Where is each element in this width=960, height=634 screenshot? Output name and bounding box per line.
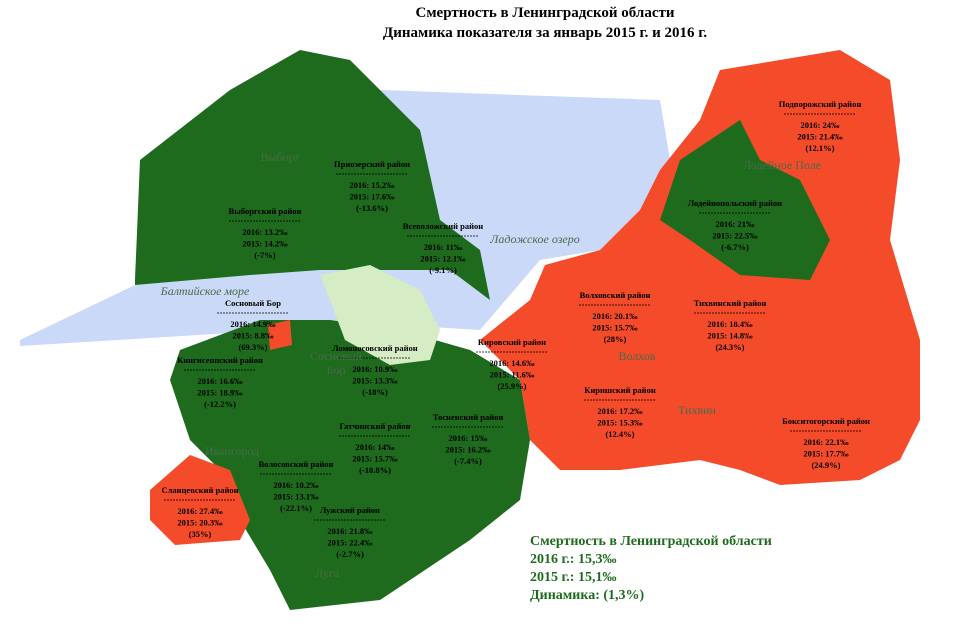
district-y2016: 2016: 15.2‰ [349, 180, 395, 190]
district-change: (24.3%) [715, 342, 744, 352]
district-name: Бокситогорский район [782, 416, 870, 426]
district-name: Тихвинский район [694, 298, 767, 308]
district-name: Лодейнопольский район [688, 198, 782, 208]
district-y2016: 2016: 24‰ [801, 120, 840, 130]
district-y2016: 2016: 14.9‰ [230, 319, 276, 329]
district-change: (-12.2%) [204, 399, 236, 409]
district-name: Подпорожский район [779, 99, 862, 109]
district-y2016: 2016: 14‰ [356, 442, 395, 452]
district-y2015: 2015: 15.7‰ [352, 453, 398, 463]
district-y2015: 2015: 14.2‰ [242, 238, 288, 248]
district-y2015: 2015: 13.3‰ [352, 375, 398, 385]
district-y2015: 2015: 17.7‰ [803, 448, 849, 458]
lodeynoye-district [660, 120, 830, 280]
district-y2015: 2015: 22.4‰ [327, 537, 373, 547]
district-name: Лужский район [320, 505, 380, 515]
district-name: Тосненский район [433, 412, 504, 422]
district-y2015: 2015: 12.1‰ [420, 253, 466, 263]
district-change: (25.9%) [497, 381, 526, 391]
south-region [170, 320, 530, 610]
title: Смертность в Ленинградской области [415, 5, 674, 21]
saint-petersburg [320, 265, 440, 365]
district-change: (-22.1%) [280, 503, 312, 513]
district-name: Всеволожский район [403, 221, 484, 231]
district-y2016: 2016: 18.4‰ [707, 319, 753, 329]
district-y2016: 2016: 13.2‰ [242, 227, 288, 237]
subtitle: Динамика показателя за январь 2015 г. и … [383, 25, 707, 41]
district-change: (28%) [604, 334, 627, 344]
district-y2016: 2016: 10.9‰ [352, 364, 398, 374]
district-name: Приозерский район [334, 159, 410, 169]
district-y2016: 2016: 22.1‰ [803, 437, 849, 447]
place-label: Луга [315, 566, 340, 580]
north-region [135, 50, 490, 300]
district-y2016: 2016: 14.6‰ [489, 358, 535, 368]
district-y2016: 2016: 17.2‰ [597, 406, 643, 416]
district-change: (69.3%) [238, 342, 267, 352]
district-y2015: 2015: 8.8‰ [232, 330, 274, 340]
sosnovy-bor [268, 320, 292, 350]
district-name: Волосовский район [259, 459, 334, 469]
place-label: Балтийское море [160, 284, 250, 298]
summary-line: 2016 г.: 15,3‰ [530, 552, 616, 567]
district-name: Кингисеппский район [177, 355, 263, 365]
district-name: Выборгский район [229, 206, 302, 216]
district-y2015: 2015: 18.9‰ [197, 387, 243, 397]
place-label: Волхов [618, 349, 655, 363]
district-y2016: 2016: 27.4‰ [177, 506, 223, 516]
district-y2015: 2015: 11.6‰ [490, 369, 535, 379]
district-y2015: 2015: 13.1‰ [273, 491, 319, 501]
district-y2015: 2015: 22.5‰ [712, 230, 758, 240]
district-y2015: 2015: 16.2‰ [445, 444, 491, 454]
district-name: Ломоносовский район [332, 343, 418, 353]
place-label: Выборг [260, 150, 299, 164]
district-y2016: 2016: 16.6‰ [197, 376, 243, 386]
district-change: (-2.7%) [336, 549, 364, 559]
district-y2016: 2016: 21.8‰ [327, 526, 373, 536]
district-name: Сосновый Бор [225, 298, 281, 308]
labels: Приозерский район 2016: 15.2‰2015: 17.6‰ (… [160, 99, 870, 603]
summary-line: 2015 г.: 15,1‰ [530, 570, 616, 585]
place-label: Тихвин [678, 403, 717, 417]
district-change: (-7.4%) [454, 456, 482, 466]
district-y2016: 2016: 15‰ [449, 433, 488, 443]
district-y2016: 2016: 20.1‰ [592, 311, 638, 321]
district-change: (12.4%) [605, 429, 634, 439]
district-y2015: 2015: 15.7‰ [592, 322, 638, 332]
district-name: Гатчинский район [339, 421, 410, 431]
place-label: Ивангород [205, 444, 259, 458]
district-y2016: 2016: 21‰ [716, 219, 755, 229]
district-name: Кировский район [478, 337, 546, 347]
district-name: Сланцевский район [161, 485, 238, 495]
district-name: Волховский район [580, 290, 651, 300]
district-change: (-10.8%) [359, 465, 391, 475]
district-y2015: 2015: 14.8‰ [707, 330, 753, 340]
east-region [480, 50, 920, 485]
district-change: (-9.1%) [429, 265, 457, 275]
summary-line: Смертность в Ленинградской области [530, 534, 772, 549]
district-y2015: 2015: 20.3‰ [177, 517, 223, 527]
place-label: Бор [327, 363, 346, 377]
district-change: (-18%) [362, 387, 388, 397]
district-change: (35%) [189, 529, 212, 539]
district-y2015: 2015: 21.4‰ [797, 131, 843, 141]
district-change: (-7%) [254, 250, 275, 260]
district-y2015: 2015: 17.6‰ [349, 191, 395, 201]
district-change: (24.9%) [811, 460, 840, 470]
district-change: (12.1%) [805, 143, 834, 153]
district-change: (-13.6%) [356, 203, 388, 213]
district-name: Киришский район [584, 385, 656, 395]
district-y2015: 2015: 15.3‰ [597, 417, 643, 427]
summary-line: Динамика: (1,3%) [530, 588, 645, 603]
district-change: (-6.7%) [721, 242, 749, 252]
place-label: Сосновый [310, 349, 363, 363]
place-label: Лодейное Поле [743, 158, 821, 172]
district-y2016: 2016: 11‰ [424, 242, 463, 252]
place-label: Ладожское озеро [489, 232, 579, 246]
district-y2016: 2016: 10.2‰ [273, 480, 319, 490]
